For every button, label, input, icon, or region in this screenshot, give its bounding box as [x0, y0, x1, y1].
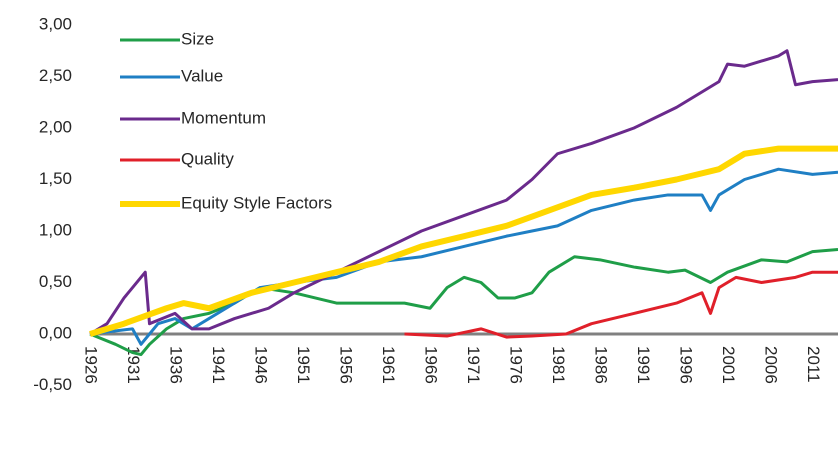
x-tick-label: 1926 [82, 346, 101, 384]
series-line [90, 149, 838, 334]
y-tick-label: 2,50 [39, 66, 72, 85]
y-tick-label: 0,50 [39, 272, 72, 291]
x-tick-label: 2001 [719, 346, 738, 384]
legend-label: Quality [181, 149, 234, 168]
x-tick-label: 1961 [379, 346, 398, 384]
x-tick-label: 1966 [422, 346, 441, 384]
x-tick-label: 1946 [252, 346, 271, 384]
y-tick-label: 1,00 [39, 220, 72, 239]
x-tick-label: 1991 [634, 346, 653, 384]
x-tick-label: 2011 [804, 346, 823, 383]
x-tick-label: 1936 [167, 346, 186, 384]
legend-label: Size [181, 29, 214, 48]
x-tick-label: 1986 [592, 346, 611, 384]
x-tick-label: 1971 [464, 346, 483, 384]
x-tick-label: 1996 [677, 346, 696, 384]
series-line [90, 250, 838, 355]
x-tick-label: 1951 [294, 346, 313, 384]
x-tick-label: 1956 [337, 346, 356, 384]
y-tick-label: 3,00 [39, 14, 72, 33]
x-tick-label: 1941 [209, 346, 228, 384]
legend-label: Value [181, 66, 223, 85]
x-tick-label: 1976 [507, 346, 526, 384]
series-line [405, 272, 838, 337]
x-tick-label: 2006 [762, 346, 781, 384]
y-tick-label: 0,00 [39, 323, 72, 342]
legend-label: Momentum [181, 108, 266, 127]
legend-label: Equity Style Factors [181, 193, 332, 212]
y-tick-label: 2,00 [39, 117, 72, 136]
y-tick-label: -0,50 [33, 375, 72, 394]
x-tick-label: 1981 [549, 346, 568, 384]
y-tick-label: 1,50 [39, 169, 72, 188]
